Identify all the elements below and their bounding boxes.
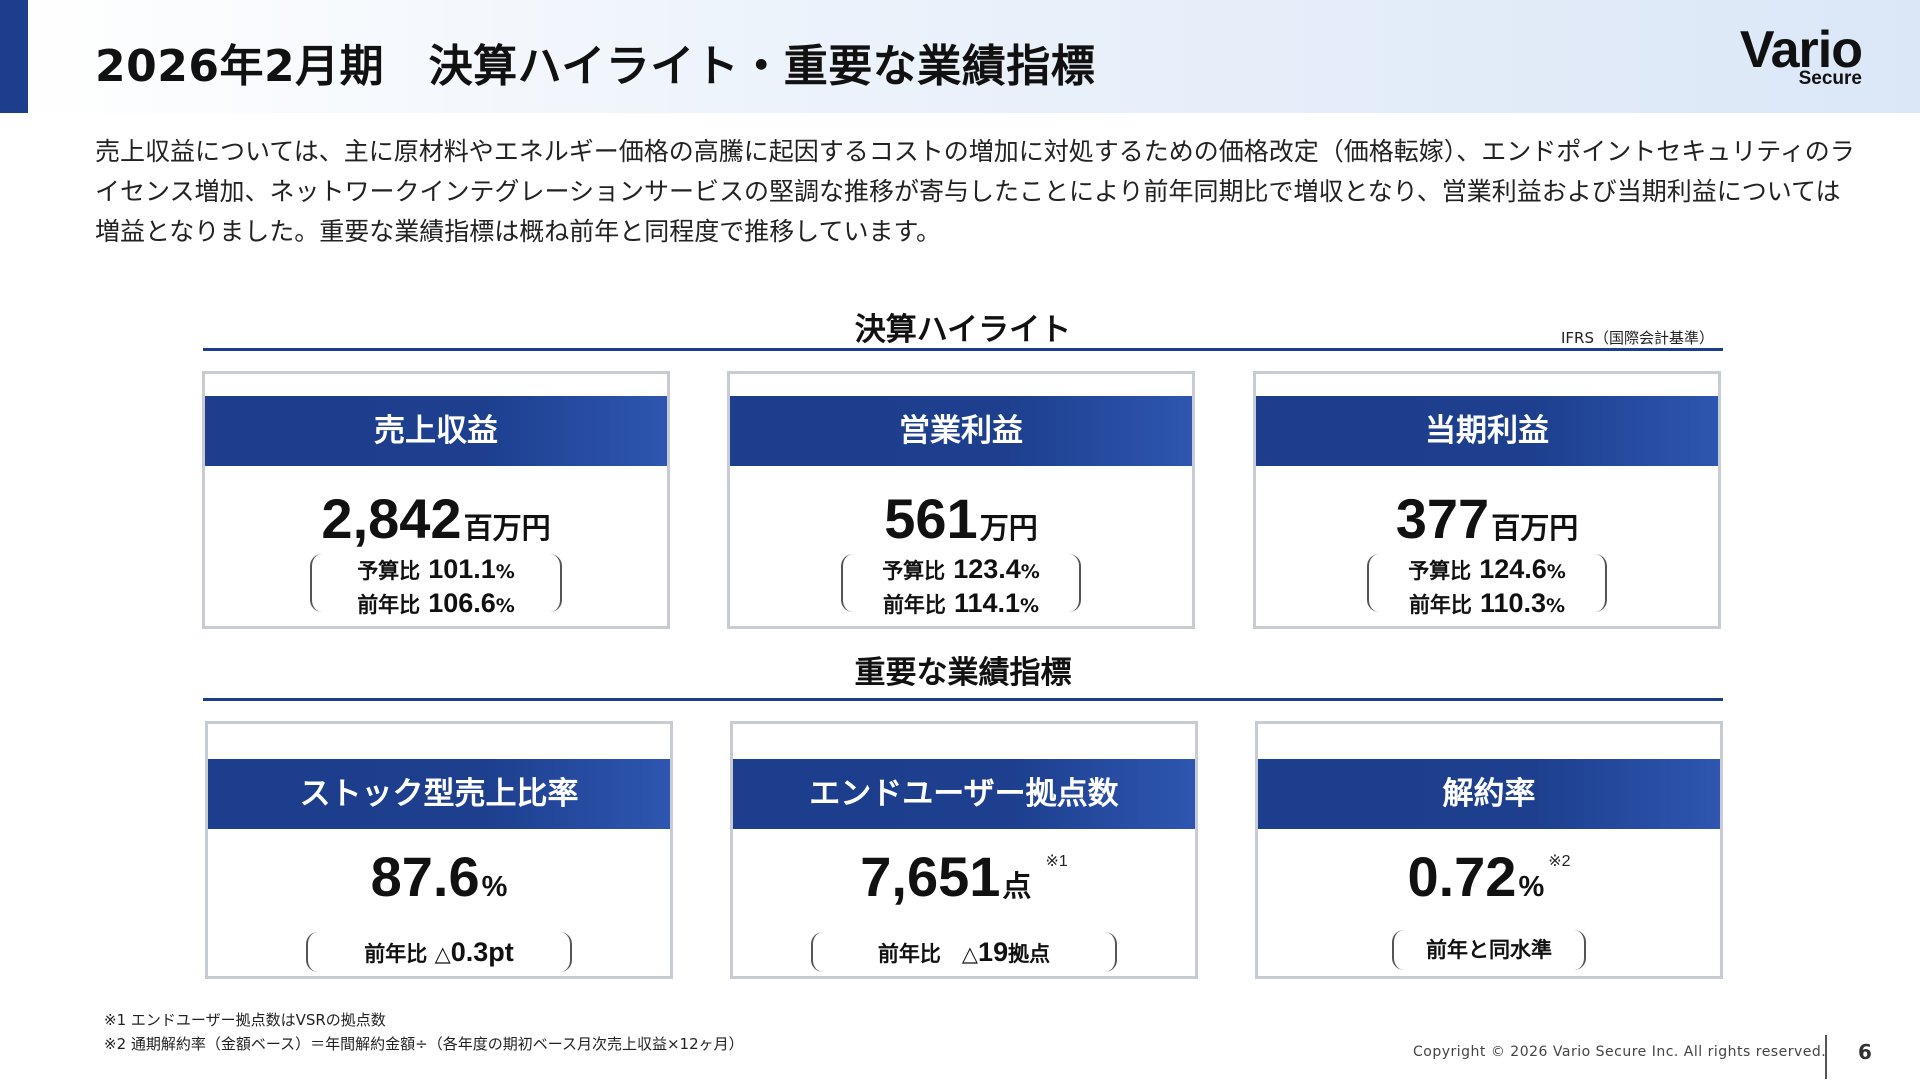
accounting-standard-note: IFRS（国際会計基準） [1561, 329, 1714, 347]
card-title: 売上収益 [205, 396, 667, 466]
budget-ratio: 予算比 124.6% [1408, 554, 1566, 584]
value-number: 2,842 [321, 487, 462, 550]
value-number: 0.72 [1407, 845, 1517, 908]
comparison-box: 前年比 △0.3pt [306, 932, 572, 972]
card-title: 解約率 [1258, 759, 1720, 829]
card-title: 当期利益 [1256, 396, 1718, 466]
page-number: 6 [1858, 1040, 1872, 1064]
value-number: 7,651 [860, 845, 1001, 908]
comparison-box: 予算比 123.4% 前年比 114.1% [841, 554, 1081, 618]
kpi-section-rule [203, 698, 1723, 701]
highlight-card-operating-profit: 営業利益 561万円 予算比 123.4% 前年比 114.1% [727, 371, 1195, 629]
value-unit: 万円 [979, 513, 1038, 545]
value-unit: 百万円 [463, 513, 551, 545]
logo-main-text: Vario [1739, 21, 1863, 79]
prior-year-ratio: 前年比 106.6% [357, 588, 515, 618]
highlight-card-net-profit: 当期利益 377百万円 予算比 124.6% 前年比 110.3% [1253, 371, 1721, 629]
budget-ratio: 予算比 101.1% [357, 554, 515, 584]
comparison-box: 予算比 124.6% 前年比 110.3% [1367, 554, 1607, 618]
kpi-card-end-user-sites: エンドユーザー拠点数 7,651点 ※1 前年比 △19拠点 [730, 721, 1198, 979]
footnote-mark: ※2 [1548, 853, 1571, 870]
prior-year-comparison: 前年と同水準 [1426, 938, 1552, 962]
comparison-box: 前年比 △19拠点 [811, 932, 1117, 972]
card-value: 2,842百万円 [205, 486, 667, 551]
prior-year-change: 前年比 △19拠点 [877, 937, 1051, 967]
kpi-section-title: 重要な業績指標 [854, 655, 1072, 691]
highlight-card-revenue: 売上収益 2,842百万円 予算比 101.1% 前年比 106.6% [202, 371, 670, 629]
value-number: 87.6 [370, 845, 480, 908]
copyright-text: Copyright © 2026 Vario Secure Inc. All r… [1413, 1044, 1827, 1060]
card-value: 7,651点 ※1 [733, 844, 1195, 909]
header-accent-stripe [0, 0, 28, 113]
value-unit: % [1518, 871, 1545, 903]
card-title: エンドユーザー拠点数 [733, 759, 1195, 829]
footnote-2: ※2 通期解約率（金額ベース）＝年間解約金額÷（各年度の期初ベース月次売上収益×… [104, 1035, 744, 1053]
value-unit: % [481, 871, 508, 903]
highlights-section-title: 決算ハイライト [854, 312, 1072, 348]
page-title: 2026年2月期 決算ハイライト・重要な業績指標 [95, 41, 1096, 92]
budget-ratio: 予算比 123.4% [882, 554, 1040, 584]
value-unit: 百万円 [1491, 513, 1579, 545]
card-title: 営業利益 [730, 396, 1192, 466]
value-number: 561 [884, 487, 978, 550]
footnote-1: ※1 エンドユーザー拠点数はVSRの拠点数 [104, 1011, 386, 1029]
footer-divider [1825, 1035, 1827, 1079]
card-value: 87.6% [208, 844, 670, 909]
prior-year-change: 前年比 △0.3pt [364, 937, 514, 967]
value-number: 377 [1395, 487, 1490, 550]
card-value: 561万円 [730, 486, 1192, 551]
company-logo: Vario Secure [1739, 21, 1863, 89]
summary-text: 売上収益については、主に原材料やエネルギー価格の高騰に起因するコストの増加に対処… [95, 137, 1855, 246]
highlights-section-rule [203, 348, 1723, 351]
card-title: ストック型売上比率 [208, 759, 670, 829]
footnotes: ※1 エンドユーザー拠点数はVSRの拠点数 ※2 通期解約率（金額ベース）＝年間… [104, 1008, 744, 1056]
card-value: 377百万円 [1256, 486, 1718, 551]
prior-year-ratio: 前年比 114.1% [882, 588, 1040, 618]
footnote-mark: ※1 [1045, 853, 1068, 870]
comparison-box: 予算比 101.1% 前年比 106.6% [310, 554, 562, 618]
header-bar: 2026年2月期 決算ハイライト・重要な業績指標 Vario Secure [0, 0, 1920, 113]
prior-year-ratio: 前年比 110.3% [1408, 588, 1566, 618]
logo-sub-text: Secure [1798, 68, 1862, 89]
kpi-card-churn-rate: 解約率 0.72%※2 前年と同水準 [1255, 721, 1723, 979]
value-unit: 点 [1002, 871, 1032, 903]
kpi-card-stock-ratio: ストック型売上比率 87.6% 前年比 △0.3pt [205, 721, 673, 979]
comparison-box: 前年と同水準 [1392, 930, 1586, 970]
card-value: 0.72%※2 [1258, 844, 1720, 909]
